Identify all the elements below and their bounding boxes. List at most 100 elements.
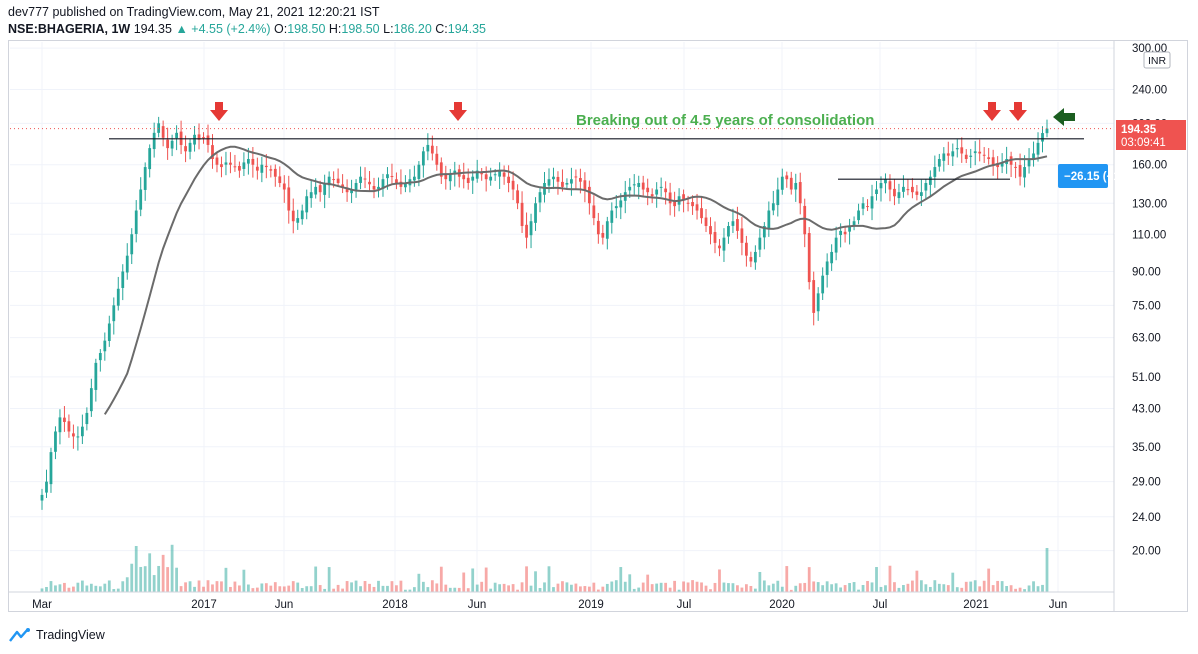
volume-bar — [354, 580, 358, 592]
candle-body — [610, 210, 614, 223]
volume-bar — [906, 583, 910, 592]
volume-bar — [884, 585, 887, 592]
candle-body — [727, 226, 730, 237]
candle-body — [619, 200, 623, 208]
volume-bar — [579, 586, 582, 592]
candle-body — [785, 175, 789, 180]
volume-bar — [893, 582, 896, 592]
candle-body — [498, 170, 502, 177]
candle-body — [982, 154, 986, 156]
candle-body — [902, 186, 905, 192]
volume-bar — [1009, 585, 1013, 592]
candle-body — [884, 179, 887, 184]
candle-body — [462, 175, 466, 180]
candle-body — [906, 189, 910, 191]
volume-bar — [619, 567, 623, 592]
y-tick-label: 43.00 — [1132, 404, 1161, 416]
candle-body — [98, 353, 102, 361]
candle-body — [637, 182, 641, 187]
volume-bar — [727, 583, 730, 592]
candle-body — [1000, 162, 1004, 167]
candle-body — [875, 189, 878, 195]
candle-body — [1032, 153, 1035, 160]
candle-body — [771, 203, 775, 211]
candle-body — [978, 151, 982, 154]
candle-body — [579, 178, 582, 182]
candle-body — [758, 237, 762, 250]
volume-bar — [879, 586, 883, 592]
candle-body — [170, 140, 174, 149]
publish-line: dev777 published on TradingView.com, May… — [8, 5, 380, 19]
chart-frame — [8, 40, 1188, 612]
candle-body — [139, 189, 143, 210]
candle-body — [278, 176, 282, 183]
candle-body — [798, 182, 802, 204]
volume-bar — [229, 586, 232, 592]
volume-bar — [897, 587, 901, 592]
candle-body — [987, 157, 991, 160]
volume-bar — [399, 580, 403, 592]
candle-body — [650, 194, 654, 197]
candle-body — [444, 174, 448, 180]
volume-bar — [933, 580, 937, 592]
volume-bar — [363, 581, 367, 592]
volume-bar — [45, 586, 48, 592]
volume-bar — [377, 580, 380, 592]
candle-body — [421, 151, 425, 166]
volume-bar — [978, 586, 982, 592]
currency-badge[interactable]: INR — [1143, 51, 1171, 69]
volume-bar — [395, 585, 398, 592]
candle-body — [951, 151, 955, 157]
volume-bar — [40, 588, 44, 592]
volume-bar — [722, 582, 726, 592]
candle-body — [426, 144, 430, 152]
volume-bar — [987, 568, 991, 592]
candle-body — [184, 146, 187, 152]
volume-bar — [507, 585, 510, 592]
candle-body — [1041, 133, 1044, 142]
x-tick-label: Jun — [275, 599, 294, 611]
candle-body — [40, 494, 44, 501]
volume-bar — [291, 581, 295, 592]
volume-bar — [54, 585, 57, 592]
candle-body — [745, 242, 748, 256]
candle-body — [336, 178, 340, 183]
candle-body — [991, 157, 995, 165]
volume-bar — [543, 582, 546, 592]
candle-body — [206, 135, 210, 145]
volume-bar — [502, 583, 506, 592]
candle-body — [332, 179, 336, 181]
volume-bar — [902, 585, 905, 592]
candle-body — [700, 208, 703, 219]
candle-body — [251, 158, 255, 165]
volume-bar — [570, 584, 573, 592]
volume-bar — [1041, 584, 1044, 592]
volume-bar — [946, 585, 950, 592]
candle-body — [296, 218, 300, 223]
volume-bar — [664, 582, 668, 592]
volume-bar — [686, 582, 690, 592]
price-badge-value: 194.35 — [1121, 124, 1157, 136]
footer: TradingView — [8, 627, 105, 643]
candle-body — [574, 176, 578, 178]
symbol-label[interactable]: NSE:BHAGERIA, 1W — [8, 22, 131, 36]
volume-bar — [749, 585, 753, 592]
volume-bar — [98, 586, 102, 592]
volume-bar — [242, 569, 246, 592]
volume-bar — [255, 587, 259, 592]
candle-body — [157, 123, 161, 133]
volume-bar — [63, 582, 66, 592]
candle-body — [305, 196, 309, 213]
volume-bar — [76, 582, 80, 592]
candle-body — [202, 137, 205, 139]
volume-bar — [713, 582, 717, 592]
volume-bar — [561, 581, 564, 592]
candle-body — [803, 205, 807, 235]
volume-bar — [327, 567, 331, 592]
price-badge-countdown: 03:09:41 — [1121, 137, 1166, 149]
candle-body — [646, 187, 650, 193]
candle-body — [709, 226, 712, 235]
candle-body — [85, 412, 89, 425]
volume-bar — [628, 574, 632, 592]
